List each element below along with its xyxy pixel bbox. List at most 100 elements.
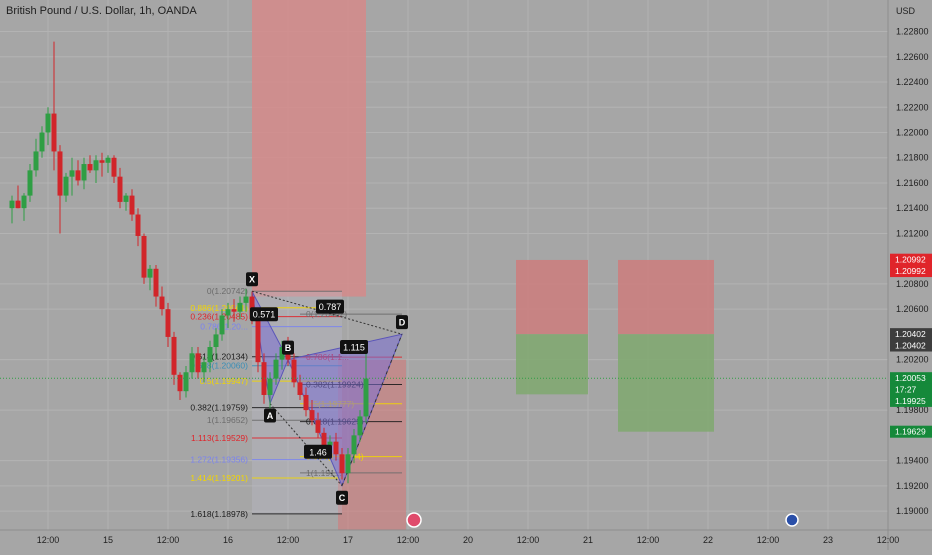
candle-body xyxy=(255,319,261,363)
price-label-box xyxy=(890,394,932,407)
price-label-box xyxy=(890,339,932,352)
fib-level-label: 0(1.20742) xyxy=(207,286,248,296)
price-label-box xyxy=(890,425,932,438)
candle-body xyxy=(303,394,309,411)
price-tick-label: 1.20200 xyxy=(896,355,929,365)
candle-body xyxy=(123,195,129,202)
ratio-badge xyxy=(316,299,344,314)
lightning-event-icon xyxy=(406,512,422,528)
candle-body xyxy=(351,435,357,455)
pattern-point-label: C xyxy=(339,493,346,503)
candle-body xyxy=(207,347,213,363)
zone-tp-box-1 xyxy=(516,259,588,335)
currency-label: USD xyxy=(896,6,916,16)
time-tick-label: 12:00 xyxy=(37,535,60,545)
fib-level-label: 1(1.191... xyxy=(306,468,342,478)
candle-body xyxy=(39,132,45,152)
candle-body xyxy=(267,378,273,395)
candle-body xyxy=(315,420,321,433)
candle-body xyxy=(105,157,111,163)
fib-level-label: 0.618(1.20134) xyxy=(190,352,248,362)
candle-body xyxy=(147,268,153,278)
candle-body xyxy=(153,268,159,297)
candle-body xyxy=(177,374,183,392)
candle-body xyxy=(189,353,195,373)
time-tick-label: 23 xyxy=(823,535,833,545)
ratio-label: 1.46 xyxy=(309,447,327,457)
candle-body xyxy=(117,176,123,202)
price-tick-label: 1.21800 xyxy=(896,153,929,163)
candle-body xyxy=(135,214,141,236)
price-label-text: 1.20992 xyxy=(895,255,926,265)
candle-body xyxy=(309,410,315,421)
candle-body xyxy=(213,334,219,348)
price-tick-label: 1.20600 xyxy=(896,304,929,314)
candle-body xyxy=(63,176,69,196)
time-tick-label: 22 xyxy=(703,535,713,545)
pattern-point-label: X xyxy=(249,275,255,285)
fib-level-label: 0.382(1.19759) xyxy=(190,403,248,413)
candle-body xyxy=(339,454,345,474)
price-tick-label: 1.22400 xyxy=(896,77,929,87)
price-tick-label: 1.19200 xyxy=(896,481,929,491)
candle-body xyxy=(111,157,117,177)
us-flag-event-icon xyxy=(785,513,799,527)
candle-body xyxy=(195,353,201,373)
candle-body xyxy=(345,454,351,474)
price-label-box xyxy=(890,383,932,396)
zone-sl-box-1 xyxy=(516,334,588,395)
time-tick-label: 12:00 xyxy=(277,535,300,545)
price-label-text: 1.19925 xyxy=(895,396,926,406)
ratio-badge xyxy=(250,307,278,322)
candle-body xyxy=(141,235,147,278)
price-tick-label: 1.22800 xyxy=(896,27,929,37)
price-tick-label: 1.19800 xyxy=(896,405,929,415)
pattern-point-marker xyxy=(246,272,258,287)
price-label-text: 1.19629 xyxy=(895,427,926,437)
candle-body xyxy=(273,359,279,379)
candle-body xyxy=(357,416,363,436)
candle-body xyxy=(45,113,51,133)
candle-body xyxy=(201,362,207,373)
price-tick-label: 1.22200 xyxy=(896,102,929,112)
candle-body xyxy=(237,302,243,312)
candle-body xyxy=(33,151,39,171)
ratio-badge xyxy=(340,340,368,355)
candle-body xyxy=(57,151,63,196)
price-tick-label: 1.22600 xyxy=(896,52,929,62)
fib-level-label: 0.618(1.20060) xyxy=(190,361,248,371)
fib-level-label: 1.618(1.18978) xyxy=(190,509,248,519)
pattern-point-marker xyxy=(264,408,276,423)
zone-sl-box-2 xyxy=(618,334,714,432)
chart-title: British Pound / U.S. Dollar, 1h, OANDA xyxy=(6,5,197,17)
candle-body xyxy=(363,378,369,417)
fib-level-label: 0(1.20402) xyxy=(306,309,347,319)
ratio-label: 0.787 xyxy=(319,302,342,312)
time-tick-label: 12:00 xyxy=(877,535,900,545)
candle-body xyxy=(171,336,177,375)
candle-body xyxy=(165,309,171,337)
fib-level-label: 1(1.19652) xyxy=(207,415,248,425)
candle-body xyxy=(333,441,339,455)
fib-level-label: 1.414(1.19201) xyxy=(190,473,248,483)
pattern-point-marker xyxy=(336,490,348,505)
candle-body xyxy=(21,195,27,209)
fib-level-label: 0.886(1.20561) xyxy=(190,303,248,313)
candle-body xyxy=(183,372,189,392)
price-tick-label: 1.20800 xyxy=(896,279,929,289)
candle-body xyxy=(93,160,99,171)
candle-body xyxy=(9,200,15,209)
candle-body xyxy=(129,195,135,215)
candle-body xyxy=(219,315,225,335)
pattern-point-label: B xyxy=(285,343,292,353)
candle-body xyxy=(279,347,285,360)
fib-level-label: 0.5(1.19947) xyxy=(200,376,248,386)
candle-body xyxy=(15,200,21,209)
candle-body xyxy=(75,170,81,181)
candle-body xyxy=(231,309,237,312)
time-tick-label: 12:00 xyxy=(637,535,660,545)
price-label-box xyxy=(890,372,932,385)
price-tick-label: 1.22000 xyxy=(896,128,929,138)
